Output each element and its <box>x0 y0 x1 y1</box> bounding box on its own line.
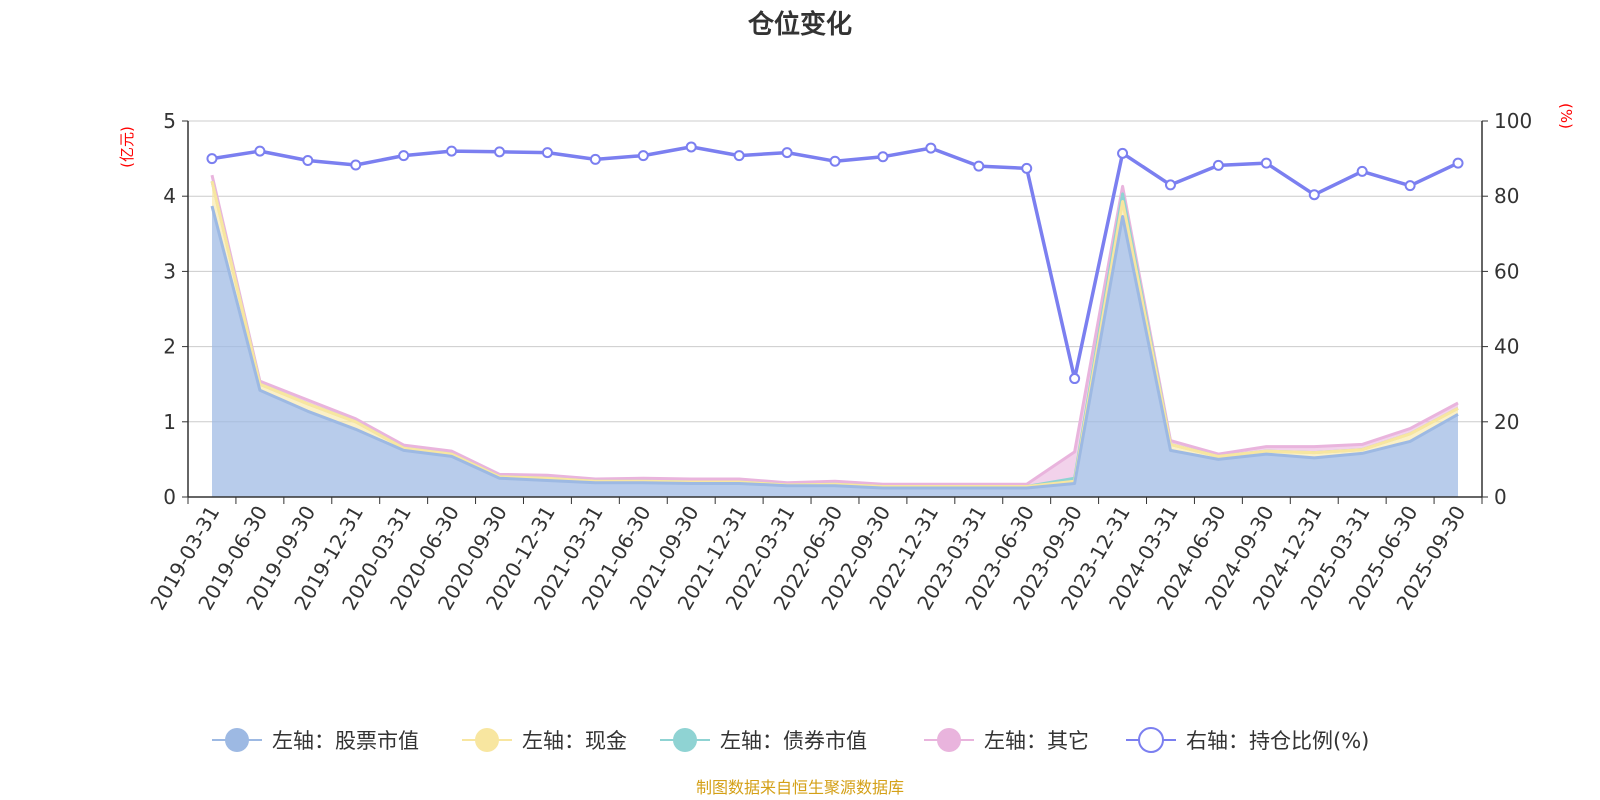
right-axis-tick-label: 40 <box>1494 335 1519 359</box>
chart-title: 仓位变化 <box>747 9 852 40</box>
area-other <box>212 175 1458 487</box>
ratio-point <box>685 141 697 153</box>
left-axis-tick-label: 5 <box>163 109 176 133</box>
right-axis-tick-label: 100 <box>1494 109 1532 133</box>
ratio-point <box>1356 165 1368 177</box>
legend-item: 左轴：股票市值 <box>212 728 419 753</box>
ratio-point <box>877 151 889 163</box>
area-bond <box>212 181 1458 487</box>
legend-item: 左轴：现金 <box>462 728 627 753</box>
legend-item: 左轴：债券市值 <box>660 728 867 753</box>
ratio-point <box>1164 179 1176 191</box>
legend-label: 左轴：股票市值 <box>272 729 419 753</box>
legend-marker <box>1138 727 1164 753</box>
ratio-point <box>254 145 266 157</box>
ratio-point <box>350 159 362 171</box>
ratio-point <box>781 147 793 159</box>
grid-lines <box>188 120 1482 423</box>
ratio-point <box>1404 180 1416 192</box>
legend-item: 右轴：持仓比例(%) <box>1126 727 1369 753</box>
ratio-point <box>541 147 553 159</box>
ratio-point <box>1260 157 1272 169</box>
legend: 左轴：股票市值 左轴：现金 左轴：债券市值 左轴：其它 右轴：持仓比例(%) <box>212 727 1369 753</box>
ratio-point <box>494 146 506 158</box>
ratio-point <box>589 153 601 165</box>
right-axis-tick-label: 20 <box>1494 410 1519 434</box>
ratio-point <box>206 153 218 165</box>
stacked-areas <box>210 174 1459 497</box>
ratio-point <box>302 154 314 166</box>
legend-item: 左轴：其它 <box>924 728 1089 753</box>
left-axis-tick-label: 0 <box>163 485 176 509</box>
area-line-other <box>210 174 1459 486</box>
left-axis-unit: (亿元) <box>118 126 136 168</box>
ratio-point <box>1452 157 1464 169</box>
right-axis-tick-label: 80 <box>1494 184 1519 208</box>
area-line-stock <box>210 205 1459 490</box>
area-line-bond <box>210 180 1459 488</box>
left-axis-tick-label: 3 <box>163 259 176 283</box>
left-axis-tick-label: 4 <box>163 184 176 208</box>
ratio-point <box>1212 159 1224 171</box>
ratio-point <box>1069 373 1081 385</box>
ratio-point <box>733 150 745 162</box>
ratio-point <box>398 150 410 162</box>
legend-label: 右轴：持仓比例(%) <box>1186 729 1369 753</box>
right-axis-tick-label: 0 <box>1494 485 1507 509</box>
right-axis-tick-label: 60 <box>1494 259 1519 283</box>
ratio-point <box>829 155 841 167</box>
legend-marker <box>937 728 961 752</box>
ratio-point <box>925 142 937 154</box>
legend-label: 左轴：现金 <box>522 729 627 753</box>
axes: 0123450204060801002019-03-312019-06-3020… <box>145 109 1532 614</box>
left-axis-tick-label: 1 <box>163 410 176 434</box>
ratio-line <box>211 145 1459 381</box>
ratio-point <box>637 150 649 162</box>
ratio-point <box>1308 189 1320 201</box>
source-note: 制图数据来自恒生聚源数据库 <box>696 778 904 797</box>
right-axis-unit: (%) <box>1557 103 1575 129</box>
legend-marker <box>673 728 697 752</box>
ratio-point <box>1021 162 1033 174</box>
ratio-line-layer <box>206 141 1464 385</box>
area-stock <box>212 206 1458 497</box>
legend-label: 左轴：债券市值 <box>720 729 867 753</box>
ratio-point <box>1117 147 1129 159</box>
left-axis-tick-label: 2 <box>163 335 176 359</box>
legend-marker <box>225 728 249 752</box>
legend-marker <box>475 728 499 752</box>
ratio-point <box>446 145 458 157</box>
area-line-cash <box>210 180 1459 488</box>
ratio-point <box>973 160 985 172</box>
legend-label: 左轴：其它 <box>984 729 1089 753</box>
